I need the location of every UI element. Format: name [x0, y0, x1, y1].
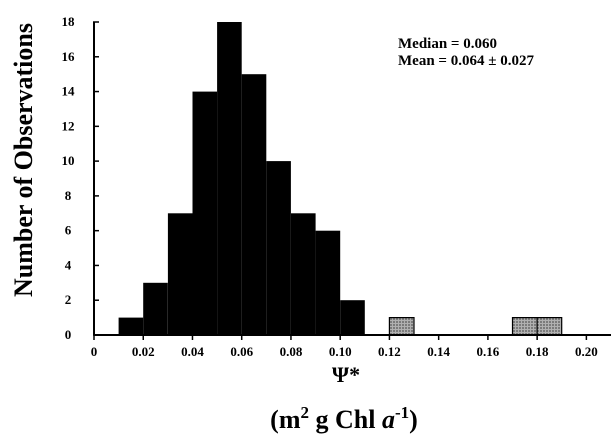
x-tick-label-8: 0.16 — [477, 344, 500, 359]
y-tick-label-9: 18 — [62, 14, 76, 29]
x-tick-label-6: 0.12 — [378, 344, 401, 359]
histogram-bar-4 — [217, 22, 242, 335]
units-open: (m — [270, 405, 301, 434]
histogram-bar-8 — [315, 230, 341, 335]
x-axis-units: (m2 g Chl a-1) — [270, 403, 418, 434]
ticks-group: 0 2 4 6 8 10 12 14 16 18 0 0.02 0.04 0.06 0.08 0.10 0.12… — [62, 14, 598, 359]
y-tick-label-4: 8 — [65, 188, 72, 203]
y-tick-label-2: 4 — [65, 257, 72, 272]
histogram-bar-5 — [241, 74, 267, 335]
y-tick-label-7: 14 — [62, 84, 76, 99]
y-axis-title: Number of Observations — [9, 23, 38, 297]
y-tick-label-0: 0 — [65, 327, 72, 342]
mean-annotation: Mean = 0.064 ± 0.027 — [398, 53, 534, 69]
histogram-bar-1 — [143, 282, 168, 335]
x-tick-label-0: 0 — [91, 344, 98, 359]
units-italic-a: a — [382, 405, 395, 434]
bars-group — [118, 22, 563, 336]
units-mid: g Chl — [309, 405, 382, 434]
units-sup1: 2 — [301, 403, 310, 422]
histogram-bar-6 — [266, 161, 291, 335]
histogram-bar-10 — [388, 317, 415, 336]
y-tick-label-6: 12 — [62, 118, 75, 133]
y-tick-label-3: 6 — [65, 223, 72, 238]
histogram-bar-7 — [291, 213, 316, 335]
x-tick-label-3: 0.06 — [230, 344, 253, 359]
histogram-bar-0 — [118, 317, 144, 335]
median-annotation: Median = 0.060 — [398, 36, 497, 52]
x-tick-label-5: 0.10 — [329, 344, 352, 359]
units-close: ) — [409, 405, 418, 434]
x-tick-label-10: 0.20 — [575, 344, 598, 359]
histogram-bar-11 — [511, 317, 538, 336]
x-tick-label-7: 0.14 — [427, 344, 450, 359]
units-sup2: -1 — [395, 403, 409, 422]
x-axis-title: Ψ* — [332, 362, 360, 387]
x-tick-label-1: 0.02 — [132, 344, 155, 359]
histogram-bar-9 — [340, 300, 365, 335]
histogram-bar-12 — [536, 317, 563, 336]
x-tick-label-9: 0.18 — [526, 344, 549, 359]
y-tick-label-5: 10 — [62, 153, 75, 168]
histogram-bar-3 — [192, 91, 218, 335]
x-tick-label-2: 0.04 — [181, 344, 204, 359]
x-tick-label-4: 0.08 — [280, 344, 303, 359]
y-tick-label-1: 2 — [65, 292, 72, 307]
histogram-bar-2 — [167, 213, 193, 335]
y-tick-label-8: 16 — [62, 49, 76, 64]
